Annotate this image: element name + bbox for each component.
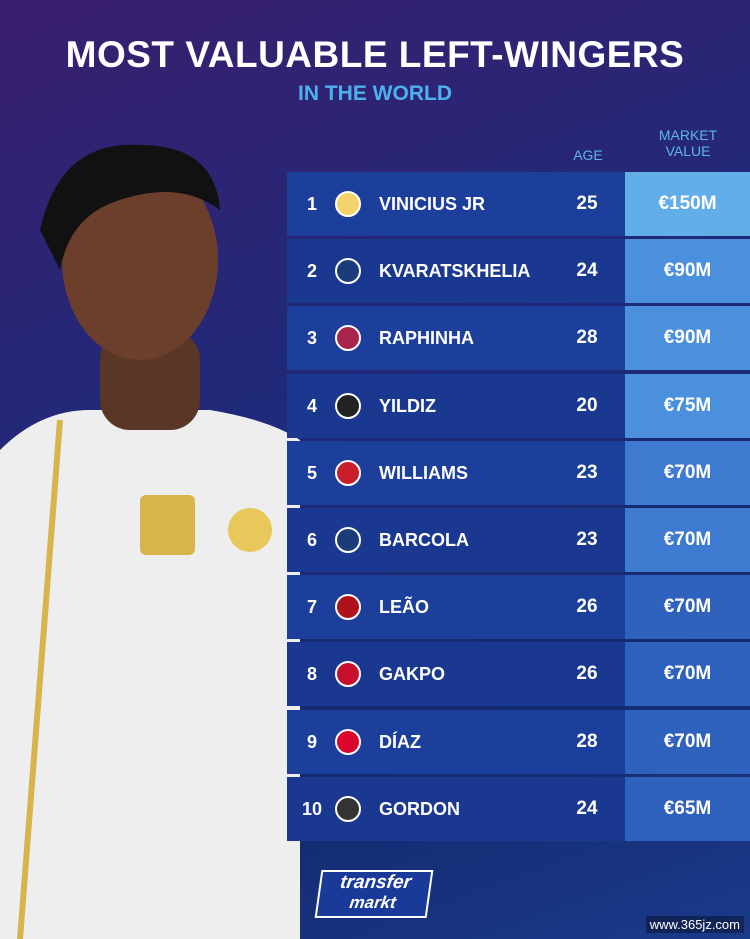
club-logo [335, 325, 361, 352]
value-cell-bg [625, 306, 750, 371]
rank: 5 [306, 462, 317, 483]
value-cell-bg [625, 709, 750, 774]
club-logo [335, 459, 361, 486]
market-value: €70M [663, 730, 712, 752]
age: 26 [576, 663, 598, 685]
watermark: www.365jz.com [645, 916, 744, 933]
rank: 9 [306, 731, 317, 752]
value-cell-bg [625, 508, 750, 572]
logo-top: transfer [338, 872, 413, 893]
club-logo [335, 661, 361, 688]
player-name: WILLIAMS [379, 462, 468, 483]
subtitle: IN THE WORLD [298, 82, 452, 105]
club-logo [335, 527, 361, 553]
value-cell-bg [625, 776, 750, 841]
value-cell-bg [625, 172, 750, 236]
rank: 10 [301, 798, 323, 819]
market-value: €90M [663, 260, 712, 282]
club-logo [335, 728, 361, 755]
age: 24 [576, 260, 598, 282]
value-cell-bg [625, 440, 750, 505]
market-value: €75M [663, 394, 712, 416]
club-logo [335, 258, 361, 285]
player-name: RAPHINHA [379, 328, 475, 349]
table-row: 8 GAKPO 26 €70M [287, 642, 750, 707]
player-name: LEÃO [379, 597, 430, 618]
table-row: 6 BARCOLA 23 €70M [287, 508, 750, 572]
table-row: 5 WILLIAMS 23 €70M [287, 440, 750, 505]
player-name: BARCOLA [379, 530, 469, 550]
age: 23 [576, 461, 598, 483]
transfermarkt-logo: transfer markt [314, 870, 434, 918]
age: 20 [576, 394, 598, 416]
rank: 2 [306, 261, 317, 282]
player-name: GAKPO [379, 664, 446, 685]
age: 23 [576, 529, 598, 550]
player-name: YILDIZ [379, 395, 436, 416]
rank: 1 [306, 194, 317, 214]
value-cell-bg [625, 575, 750, 640]
table-row: 1 VINICIUS JR 25 €150M [287, 172, 750, 236]
player-name: KVARATSKHELIA [379, 261, 531, 282]
club-logo [335, 392, 361, 419]
market-value: €70M [663, 596, 712, 618]
age: 24 [576, 797, 598, 819]
market-value: €65M [663, 797, 712, 819]
value-cell-bg [625, 373, 750, 438]
table-row: 2 KVARATSKHELIA 24 €90M [287, 239, 750, 304]
logo-bottom: markt [348, 893, 398, 912]
age: 25 [576, 193, 598, 214]
table-row: 9 DÍAZ 28 €70M [287, 709, 750, 774]
table-row: 10 GORDON 24 €65M [287, 776, 750, 841]
age: 28 [576, 730, 598, 752]
player-name: VINICIUS JR [379, 194, 486, 214]
market-value: €90M [663, 327, 712, 349]
market-value: €70M [663, 461, 712, 483]
club-logo [335, 795, 361, 822]
market-value: €150M [658, 193, 717, 214]
player-photo [0, 144, 300, 939]
table-row: 7 LEÃO 26 €70M [287, 575, 750, 640]
rank: 4 [306, 395, 317, 416]
market-value: €70M [663, 529, 712, 550]
rank: 8 [306, 664, 317, 685]
table-row: 3 RAPHINHA 28 €90M [287, 306, 750, 371]
title: MOST VALUABLE LEFT-WINGERS [65, 34, 685, 75]
table-row: 4 YILDIZ 20 €75M [287, 373, 750, 438]
value-header: MARKET VALUE [658, 127, 718, 159]
rank: 3 [306, 328, 317, 349]
club-logo [335, 191, 361, 217]
club-logo [335, 594, 361, 621]
player-name: DÍAZ [379, 731, 421, 752]
value-cell-bg [625, 239, 750, 304]
age-header: AGE [573, 147, 603, 163]
player-name: GORDON [379, 798, 460, 819]
market-value: €70M [663, 663, 712, 685]
age: 26 [576, 596, 598, 618]
value-cell-bg [625, 642, 750, 707]
rank: 7 [306, 597, 317, 618]
age: 28 [576, 327, 598, 349]
rank: 6 [306, 530, 317, 550]
